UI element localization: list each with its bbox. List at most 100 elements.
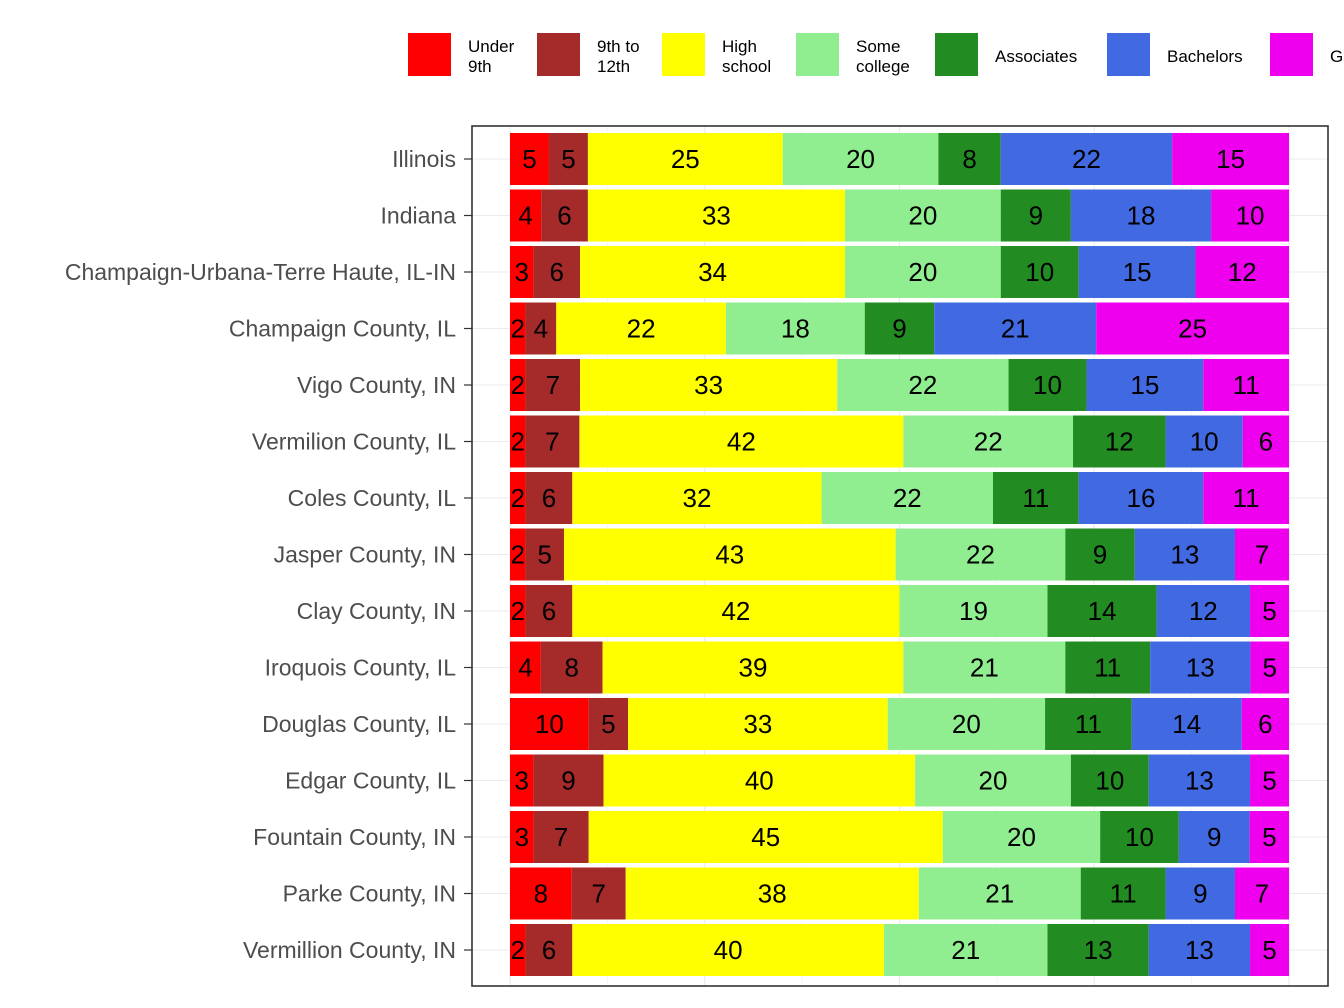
bar-segment bbox=[895, 528, 1066, 581]
data-label: 15 bbox=[1130, 370, 1159, 400]
bar-segment bbox=[1065, 528, 1135, 581]
bar-segment bbox=[1148, 924, 1251, 976]
category-label: Iroquois County, IL bbox=[265, 655, 457, 681]
bar-segment bbox=[992, 472, 1079, 524]
bar-segment bbox=[1086, 359, 1204, 411]
data-label: 5 bbox=[1262, 766, 1276, 796]
data-label: 8 bbox=[564, 653, 578, 683]
bar-segment bbox=[571, 867, 626, 920]
data-label: 5 bbox=[537, 540, 551, 570]
bar-segment bbox=[510, 302, 526, 355]
data-label: 6 bbox=[557, 201, 571, 231]
legend-item: High school bbox=[662, 33, 771, 76]
bar-segment bbox=[510, 811, 534, 863]
data-label: 20 bbox=[908, 257, 937, 287]
bar-segment bbox=[579, 415, 904, 468]
data-label: 15 bbox=[1216, 144, 1245, 174]
legend-label: Bachelors bbox=[1167, 47, 1243, 66]
bar-segment bbox=[1100, 811, 1179, 863]
data-label: 6 bbox=[550, 257, 564, 287]
data-label: 6 bbox=[542, 935, 556, 965]
bar-segment bbox=[525, 472, 573, 524]
bar-segment bbox=[602, 641, 904, 694]
data-label: 9 bbox=[561, 766, 575, 796]
bar-row: 8 7 38 21 11 9 7 bbox=[510, 867, 1289, 920]
data-label: 34 bbox=[698, 257, 727, 287]
data-label: 2 bbox=[511, 935, 525, 965]
data-label: 8 bbox=[962, 144, 976, 174]
bar-segment bbox=[510, 698, 589, 750]
legend-item: Some college bbox=[796, 33, 910, 76]
bar-segment bbox=[1008, 359, 1087, 411]
bar-segment bbox=[510, 641, 541, 694]
bar-segment bbox=[903, 415, 1074, 468]
data-label: 18 bbox=[781, 314, 810, 344]
data-label: 42 bbox=[721, 596, 750, 626]
bar-segment bbox=[588, 811, 943, 863]
bar-segment bbox=[556, 302, 726, 355]
bar-row: 2 6 42 19 14 12 5 bbox=[510, 585, 1289, 637]
data-label: 21 bbox=[970, 653, 999, 683]
legend: Under 9th 9th to 12th High school Some college A… bbox=[408, 33, 1343, 76]
data-label: 2 bbox=[511, 596, 525, 626]
bar-segment bbox=[1065, 641, 1151, 694]
data-label: 7 bbox=[1255, 879, 1269, 909]
bar-segment bbox=[580, 246, 845, 298]
bar-segment bbox=[525, 359, 581, 411]
data-label: 33 bbox=[743, 709, 772, 739]
data-label: 22 bbox=[627, 314, 656, 344]
data-label: 32 bbox=[682, 483, 711, 513]
category-label: Parke County, IN bbox=[283, 881, 456, 907]
legend-label: 9th to 12th bbox=[597, 37, 640, 76]
data-label: 4 bbox=[518, 653, 532, 683]
category-label: Indiana bbox=[381, 203, 457, 229]
bar-segment bbox=[525, 415, 580, 468]
data-label: 25 bbox=[1178, 314, 1207, 344]
data-label: 10 bbox=[1033, 370, 1062, 400]
data-label: 14 bbox=[1088, 596, 1117, 626]
bar-row: 3 7 45 20 10 9 5 bbox=[510, 811, 1289, 863]
data-label: 5 bbox=[522, 144, 536, 174]
data-label: 10 bbox=[1125, 822, 1154, 852]
bar-segment bbox=[1070, 189, 1212, 242]
bar-segment bbox=[540, 641, 603, 694]
bar-segment bbox=[525, 924, 573, 976]
bar-segment bbox=[1156, 585, 1251, 637]
data-label: 22 bbox=[974, 427, 1003, 457]
bar-row: 2 6 40 21 13 13 5 bbox=[510, 924, 1289, 976]
category-label: Coles County, IL bbox=[288, 485, 457, 511]
bar-segment bbox=[918, 867, 1081, 920]
data-label: 21 bbox=[1001, 314, 1030, 344]
category-label: Edgar County, IL bbox=[285, 768, 456, 794]
bar-segment bbox=[1000, 246, 1079, 298]
data-label: 7 bbox=[546, 370, 560, 400]
data-label: 25 bbox=[671, 144, 700, 174]
data-label: 10 bbox=[1236, 201, 1265, 231]
category-label: Vermilion County, IL bbox=[252, 429, 456, 455]
data-label: 2 bbox=[510, 540, 524, 570]
data-label: 3 bbox=[514, 766, 528, 796]
data-label: 2 bbox=[510, 427, 524, 457]
legend-label: Under 9th bbox=[468, 37, 515, 76]
bar-segment bbox=[572, 924, 884, 976]
bar-segment bbox=[510, 754, 534, 807]
data-label: 13 bbox=[1084, 935, 1113, 965]
bar-row: 5 5 25 20 8 22 15 bbox=[510, 133, 1289, 185]
bar-row: 3 6 34 20 10 15 12 bbox=[510, 246, 1289, 298]
bar-segment bbox=[572, 472, 822, 524]
data-label: 21 bbox=[951, 935, 980, 965]
data-label: 14 bbox=[1172, 709, 1201, 739]
data-label: 13 bbox=[1185, 935, 1214, 965]
data-label: 13 bbox=[1185, 766, 1214, 796]
category-label: Fountain County, IN bbox=[253, 824, 456, 850]
bar-segment bbox=[1080, 867, 1166, 920]
data-label: 19 bbox=[959, 596, 988, 626]
bar-segment bbox=[510, 924, 526, 976]
bar-segment bbox=[510, 867, 572, 920]
category-label: Champaign County, IL bbox=[229, 316, 456, 342]
bar-segment bbox=[864, 302, 935, 355]
bar-segment bbox=[510, 189, 542, 242]
bar-segment bbox=[938, 133, 1001, 185]
bar-row: 4 8 39 21 11 13 5 bbox=[510, 641, 1289, 694]
data-label: 11 bbox=[1022, 483, 1049, 513]
